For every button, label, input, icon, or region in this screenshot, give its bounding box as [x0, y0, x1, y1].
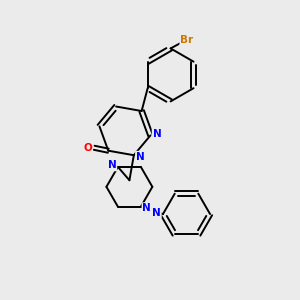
- Text: O: O: [83, 143, 92, 153]
- Text: N: N: [108, 160, 116, 170]
- Text: N: N: [136, 152, 145, 162]
- Text: N: N: [142, 203, 151, 213]
- Text: N: N: [153, 129, 161, 139]
- Text: Br: Br: [180, 34, 194, 45]
- Text: N: N: [152, 208, 161, 218]
